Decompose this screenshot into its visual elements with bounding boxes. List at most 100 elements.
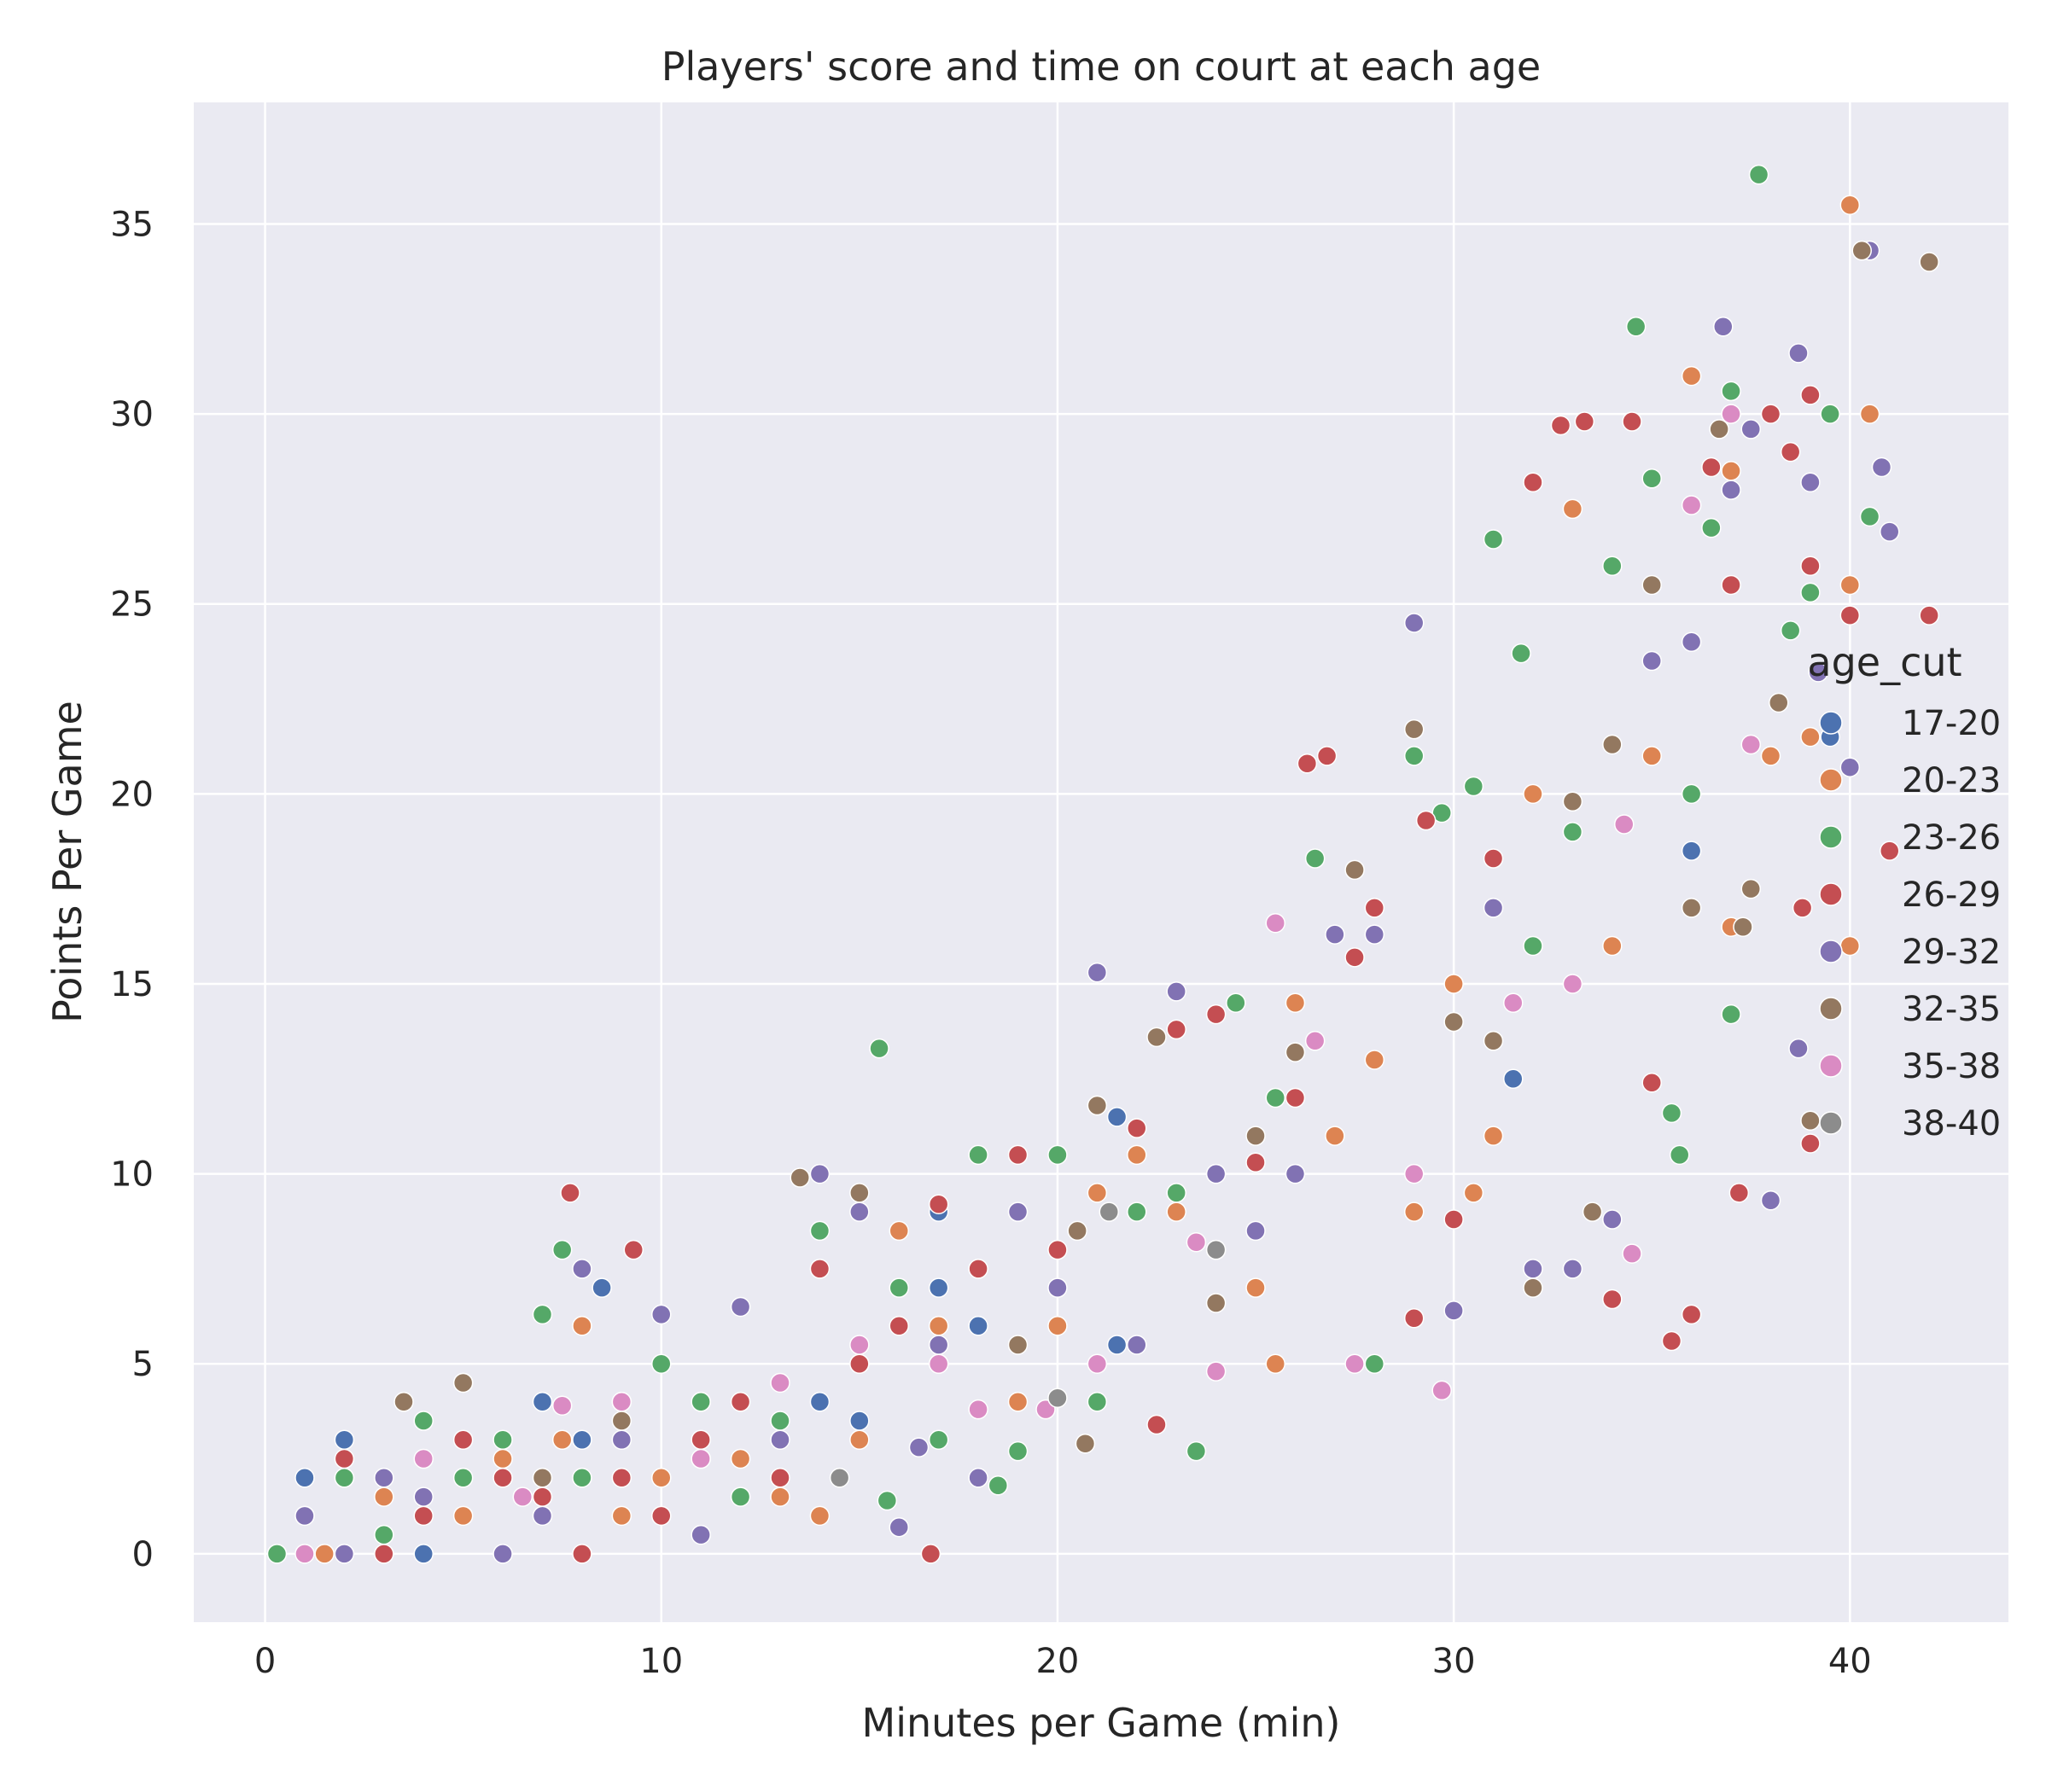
data-point bbox=[968, 1468, 988, 1488]
data-point bbox=[1511, 643, 1531, 664]
data-point bbox=[1047, 1144, 1068, 1166]
data-point bbox=[374, 1524, 394, 1545]
data-point bbox=[691, 1524, 711, 1545]
data-point bbox=[1415, 810, 1437, 831]
data-point bbox=[1047, 1277, 1068, 1298]
data-point bbox=[1713, 316, 1734, 337]
data-point bbox=[1186, 1232, 1207, 1253]
data-point bbox=[1602, 734, 1623, 755]
data-point bbox=[493, 1544, 513, 1564]
data-point bbox=[1681, 365, 1702, 387]
data-point bbox=[1839, 574, 1861, 596]
data-point bbox=[889, 1315, 910, 1336]
data-point bbox=[1205, 1293, 1227, 1313]
data-point bbox=[1047, 1315, 1068, 1336]
data-point bbox=[334, 1544, 355, 1564]
data-point bbox=[1879, 521, 1900, 542]
data-point bbox=[928, 1353, 949, 1374]
chart-title: Players' score and time on court at each… bbox=[662, 44, 1542, 90]
data-point bbox=[1007, 1392, 1029, 1412]
data-point bbox=[1740, 734, 1762, 755]
data-point bbox=[1265, 912, 1285, 934]
data-point bbox=[1721, 1004, 1741, 1025]
data-point bbox=[1403, 746, 1425, 766]
data-point bbox=[1325, 1126, 1345, 1146]
data-point bbox=[650, 1353, 672, 1374]
data-point bbox=[1166, 1183, 1186, 1203]
data-point bbox=[1127, 1335, 1147, 1355]
data-point bbox=[532, 1505, 553, 1527]
data-point bbox=[1641, 574, 1662, 596]
data-point bbox=[413, 1448, 434, 1469]
data-point bbox=[572, 1315, 592, 1336]
data-point bbox=[1681, 631, 1702, 653]
data-point bbox=[1166, 981, 1186, 1002]
data-point bbox=[1681, 898, 1702, 918]
data-point bbox=[1721, 574, 1741, 596]
data-point bbox=[1075, 1433, 1096, 1454]
data-point bbox=[691, 1429, 711, 1451]
data-point bbox=[1574, 411, 1595, 432]
data-point bbox=[1106, 1107, 1128, 1127]
data-point bbox=[611, 1468, 632, 1488]
data-point bbox=[1780, 441, 1801, 463]
data-point bbox=[572, 1429, 592, 1451]
y-axis-ticks: 0 5 10 15 20 25 30 35 bbox=[110, 205, 154, 1574]
data-point bbox=[1245, 1152, 1266, 1172]
x-tick-label: 20 bbox=[1035, 1642, 1079, 1681]
data-point bbox=[849, 1353, 870, 1374]
data-point bbox=[1403, 1163, 1425, 1184]
data-point bbox=[1205, 1361, 1227, 1382]
data-point bbox=[1808, 662, 1828, 683]
data-point bbox=[1788, 1038, 1809, 1059]
legend-label: 29-32 bbox=[1902, 933, 2001, 972]
data-point bbox=[1879, 841, 1900, 861]
data-point bbox=[532, 1392, 553, 1412]
data-point bbox=[1792, 898, 1813, 918]
data-point bbox=[1728, 1183, 1750, 1203]
data-point bbox=[374, 1468, 394, 1488]
data-point bbox=[1047, 1388, 1068, 1409]
data-point bbox=[889, 1516, 910, 1538]
data-point bbox=[1800, 1110, 1821, 1132]
data-point bbox=[877, 1490, 898, 1511]
data-point bbox=[1788, 343, 1809, 364]
data-point bbox=[374, 1487, 394, 1507]
data-point bbox=[1087, 1095, 1108, 1116]
data-point bbox=[1186, 1440, 1207, 1462]
data-point bbox=[1443, 1300, 1464, 1321]
legend-label: 35-38 bbox=[1902, 1047, 2001, 1086]
data-point bbox=[1099, 1201, 1120, 1222]
data-point bbox=[572, 1259, 592, 1279]
data-point bbox=[1760, 1190, 1781, 1211]
data-point bbox=[1523, 935, 1543, 957]
data-point bbox=[1285, 1042, 1306, 1062]
legend-label: 26-29 bbox=[1902, 876, 2001, 915]
data-point bbox=[1859, 506, 1880, 527]
data-point bbox=[650, 1468, 672, 1488]
data-point bbox=[1625, 316, 1647, 337]
data-point bbox=[560, 1183, 580, 1203]
data-point bbox=[512, 1487, 533, 1507]
data-point bbox=[1364, 898, 1385, 918]
data-point bbox=[413, 1411, 434, 1431]
data-point bbox=[1740, 419, 1762, 439]
data-point bbox=[1205, 1163, 1227, 1184]
data-point bbox=[1087, 962, 1108, 983]
data-point bbox=[1641, 650, 1662, 672]
data-point bbox=[1800, 1133, 1821, 1154]
data-point bbox=[1067, 1220, 1087, 1242]
data-point bbox=[968, 1399, 988, 1420]
y-tick-label: 30 bbox=[110, 395, 154, 434]
data-point bbox=[1800, 385, 1821, 405]
data-point bbox=[770, 1411, 790, 1431]
grid-lines bbox=[194, 102, 2008, 1622]
legend-marker bbox=[1819, 882, 1843, 906]
data-point bbox=[1166, 1201, 1186, 1222]
legend-marker bbox=[1819, 1054, 1843, 1078]
data-point bbox=[266, 1544, 288, 1564]
data-point bbox=[611, 1392, 632, 1412]
data-point bbox=[1839, 605, 1861, 625]
data-point bbox=[1146, 1027, 1167, 1048]
